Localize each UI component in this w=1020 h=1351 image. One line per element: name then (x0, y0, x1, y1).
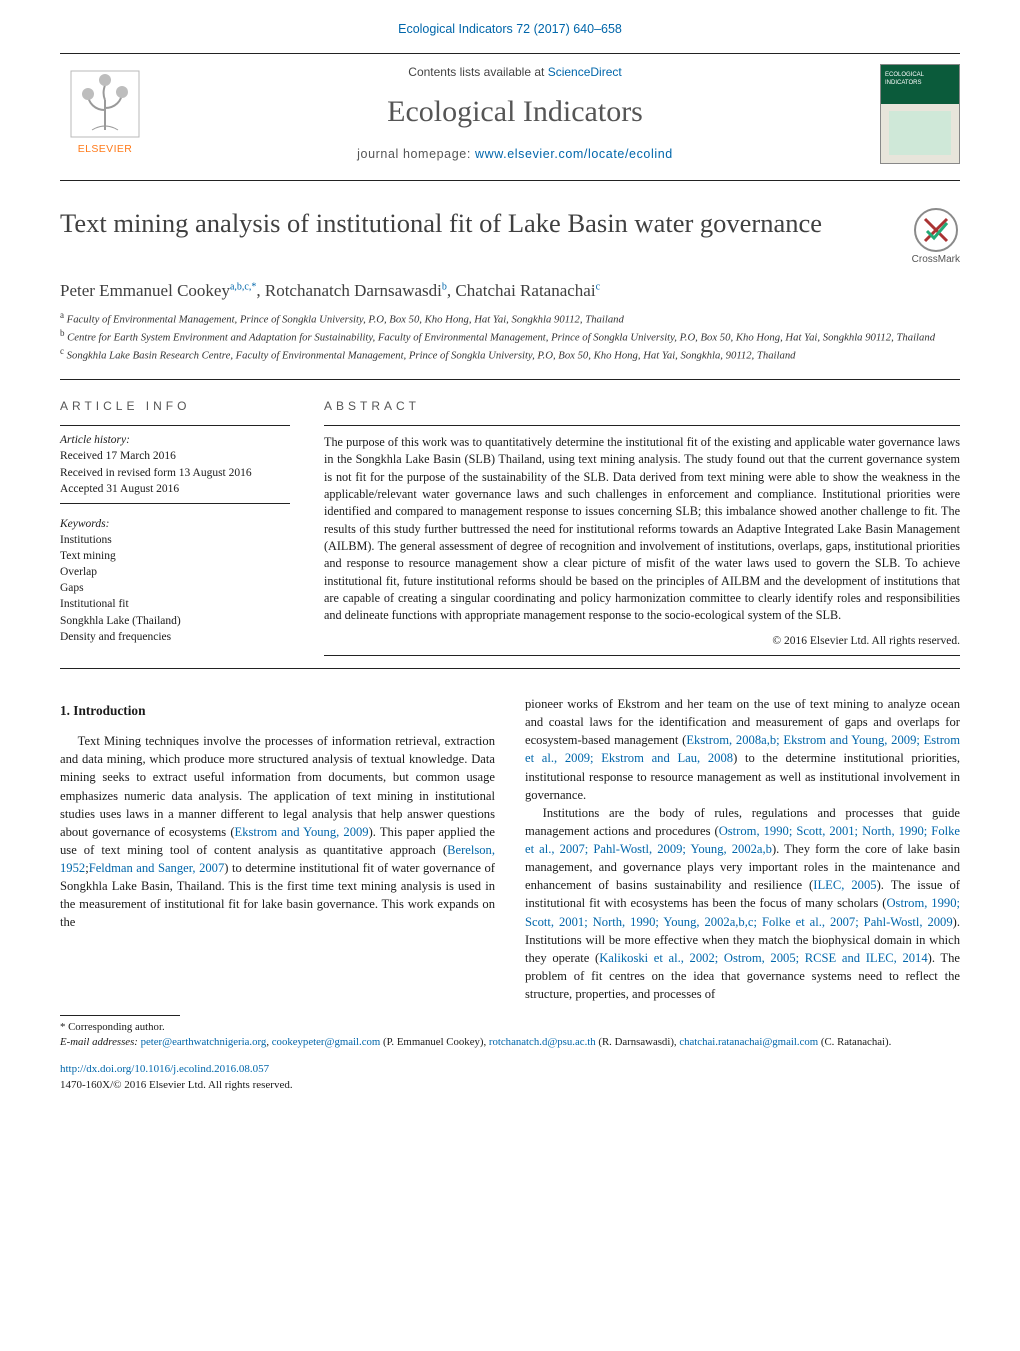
homepage-line: journal homepage: www.elsevier.com/locat… (166, 146, 864, 164)
rule-below-abstract (60, 668, 960, 669)
keyword-item: Songkhla Lake (Thailand) (60, 613, 290, 629)
masthead: ELSEVIER Contents lists available at Sci… (0, 54, 1020, 174)
author-2-aff: b (442, 281, 447, 292)
text-run: (R. Darnsawasdi), (596, 1036, 680, 1048)
intro-paragraph-2: Institutions are the body of rules, regu… (525, 804, 960, 1003)
crossmark-icon (913, 207, 959, 253)
author-3-aff: c (596, 281, 600, 292)
author-1-aff: a,b,c, (230, 281, 251, 292)
keywords-label: Keywords: (60, 516, 290, 532)
journal-reference: Ecological Indicators 72 (2017) 640–658 (398, 22, 622, 36)
elsevier-tree-icon (70, 70, 140, 138)
crossmark-badge[interactable]: CrossMark (912, 207, 960, 267)
email-link[interactable]: peter@earthwatchnigeria.org (141, 1036, 267, 1048)
keyword-item: Gaps (60, 580, 290, 596)
email-line: E-mail addresses: peter@earthwatchnigeri… (60, 1035, 960, 1050)
contents-line: Contents lists available at ScienceDirec… (166, 64, 864, 81)
history-received: Received 17 March 2016 (60, 448, 290, 464)
keyword-item: Text mining (60, 548, 290, 564)
intro-paragraph-1: Text Mining techniques involve the proce… (60, 732, 495, 931)
citation-link[interactable]: Kalikoski et al., 2002; Ostrom, 2005; RC… (599, 951, 927, 965)
body-column-right: pioneer works of Ekstrom and her team on… (525, 695, 960, 1003)
corresponding-author: * Corresponding author. (60, 1020, 960, 1035)
history-revised: Received in revised form 13 August 2016 (60, 465, 290, 481)
text-run: (C. Ratanachai). (818, 1036, 891, 1048)
crossmark-label: CrossMark (912, 253, 960, 267)
doi-link[interactable]: http://dx.doi.org/10.1016/j.ecolind.2016… (60, 1063, 269, 1075)
elsevier-logo: ELSEVIER (60, 70, 150, 157)
citation-link[interactable]: Ekstrom and Young, 2009 (235, 825, 369, 839)
journal-title: Ecological Indicators (166, 91, 864, 134)
rule-abs (324, 425, 960, 426)
author-3: Chatchai Ratanachai (455, 281, 595, 300)
keyword-item: Density and frequencies (60, 629, 290, 645)
body-column-left: 1. Introduction Text Mining techniques i… (60, 695, 495, 1003)
keyword-item: Institutions (60, 532, 290, 548)
paper-title: Text mining analysis of institutional fi… (60, 207, 892, 240)
history-label: Article history: (60, 432, 290, 448)
affiliations: a Faculty of Environmental Management, P… (0, 305, 1020, 373)
email-link[interactable]: chatchai.ratanachai@gmail.com (679, 1036, 818, 1048)
doi-block: http://dx.doi.org/10.1016/j.ecolind.2016… (0, 1058, 1020, 1111)
author-2: Rotchanatch Darnsawasdi (265, 281, 442, 300)
keyword-item: Institutional fit (60, 596, 290, 612)
history-accepted: Accepted 31 August 2016 (60, 481, 290, 497)
email-link[interactable]: cookeypeter@gmail.com (272, 1036, 381, 1048)
journal-cover-thumb: ECOLOGICAL INDICATORS (880, 64, 960, 164)
email-link[interactable]: rotchanatch.d@psu.ac.th (489, 1036, 596, 1048)
affiliation-b: Centre for Earth System Environment and … (67, 332, 935, 344)
homepage-prefix: journal homepage: (357, 147, 475, 161)
citation-link[interactable]: Feldman and Sanger, 2007 (89, 861, 225, 875)
abstract-text: The purpose of this work was to quantita… (324, 434, 960, 625)
rule-above-abstract (60, 379, 960, 380)
author-1-corr: * (251, 281, 256, 292)
section-heading-intro: 1. Introduction (60, 701, 495, 720)
citation-link[interactable]: ILEC, 2005 (813, 878, 876, 892)
article-info-heading: ARTICLE INFO (60, 398, 290, 415)
homepage-link[interactable]: www.elsevier.com/locate/ecolind (475, 147, 673, 161)
text-run: (P. Emmanuel Cookey), (380, 1036, 489, 1048)
cover-title-text: ECOLOGICAL INDICATORS (885, 71, 959, 88)
contents-prefix: Contents lists available at (408, 65, 547, 79)
author-line: Peter Emmanuel Cookeya,b,c,*, Rotchanatc… (0, 271, 1020, 305)
author-1: Peter Emmanuel Cookey (60, 281, 230, 300)
issn-copyright: 1470-160X/© 2016 Elsevier Ltd. All right… (60, 1079, 293, 1091)
footnotes: * Corresponding author. E-mail addresses… (0, 1003, 1020, 1058)
affiliation-c: Songkhla Lake Basin Research Centre, Fac… (67, 350, 796, 362)
email-label: E-mail addresses: (60, 1036, 141, 1048)
article-info-panel: ARTICLE INFO Article history: Received 1… (60, 386, 290, 662)
affiliation-a: Faculty of Environmental Management, Pri… (67, 314, 624, 326)
text-run: Text Mining techniques involve the proce… (60, 734, 495, 839)
elsevier-wordmark: ELSEVIER (78, 142, 133, 157)
abstract-panel: ABSTRACT The purpose of this work was to… (324, 386, 960, 662)
abstract-heading: ABSTRACT (324, 398, 960, 415)
abstract-copyright: © 2016 Elsevier Ltd. All rights reserved… (324, 633, 960, 649)
rule-abs-end (324, 655, 960, 656)
intro-paragraph-1-cont: pioneer works of Ekstrom and her team on… (525, 695, 960, 804)
footnote-rule (60, 1015, 180, 1016)
rule-info (60, 425, 290, 426)
sciencedirect-link[interactable]: ScienceDirect (548, 65, 622, 79)
rule-info-2 (60, 503, 290, 504)
keyword-item: Overlap (60, 564, 290, 580)
